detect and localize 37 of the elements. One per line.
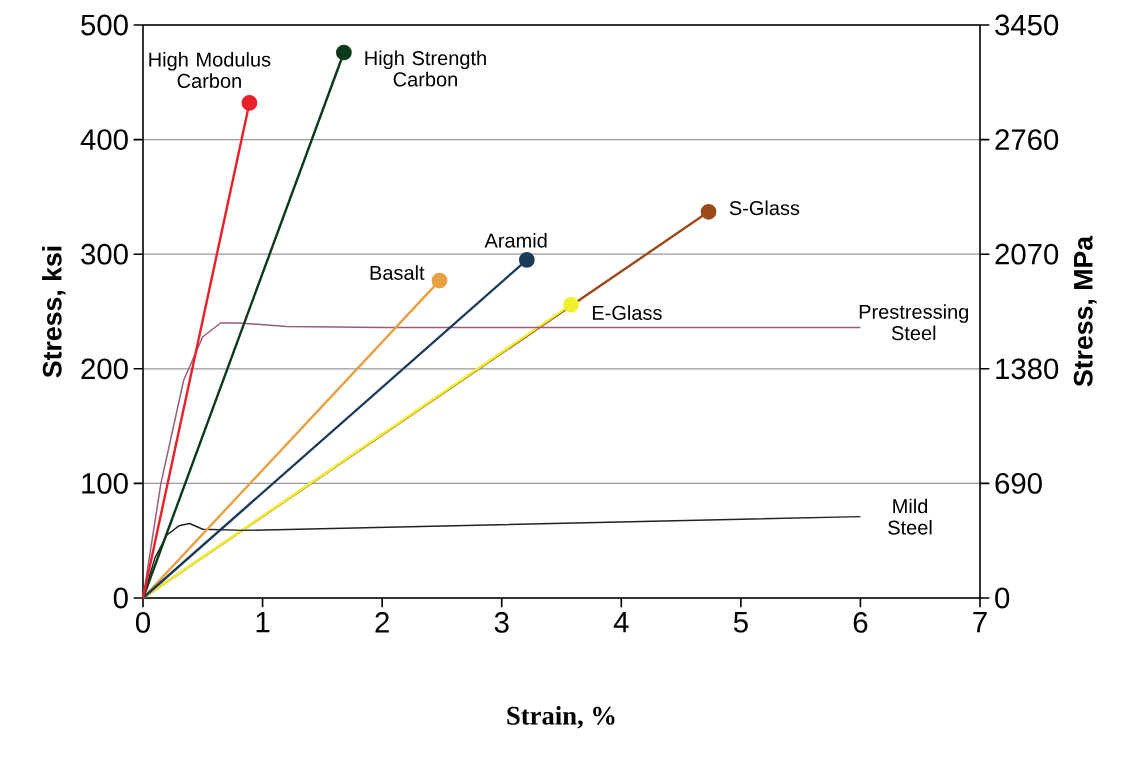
y-tick-label: 100 bbox=[82, 473, 128, 494]
y2-tick-label: 690 bbox=[995, 473, 1042, 494]
series-label: Mild Steel bbox=[888, 498, 932, 535]
y2-tick-label: 2070 bbox=[995, 243, 1059, 265]
y-tick-label: 0 bbox=[113, 587, 128, 609]
x-tick-label: 3 bbox=[494, 612, 509, 633]
x-tick-label: 0 bbox=[136, 612, 151, 633]
series-label: High Strength Carbon bbox=[365, 50, 486, 87]
x-tick-label: 2 bbox=[375, 612, 389, 633]
point bbox=[518, 252, 535, 268]
series-label: S-Glass bbox=[729, 200, 800, 216]
y-tick-label: 300 bbox=[81, 243, 128, 265]
y2-axis-title: Stress, MPa bbox=[1073, 235, 1097, 387]
y2-tick-label: 0 bbox=[995, 587, 1010, 609]
point bbox=[700, 203, 717, 220]
series-label: Prestressing Steel bbox=[859, 304, 969, 341]
series-label: Basalt bbox=[370, 265, 425, 280]
point bbox=[336, 44, 352, 61]
point bbox=[563, 296, 579, 313]
y-axis-title: Stress, ksi bbox=[42, 246, 66, 378]
series-label: High Modulus Carbon bbox=[149, 51, 271, 88]
y2-tick-label: 3450 bbox=[995, 14, 1059, 36]
series-label: E-Glass bbox=[592, 305, 662, 320]
x-tick-label: 7 bbox=[973, 612, 987, 633]
point bbox=[431, 272, 448, 289]
y-tick-label: 400 bbox=[80, 129, 128, 150]
series-label: Aramid bbox=[484, 232, 547, 248]
y-tick-label: 500 bbox=[81, 14, 128, 36]
x-axis-title: Strain, % bbox=[507, 705, 615, 729]
point bbox=[241, 95, 258, 111]
x-tick-label: 6 bbox=[853, 612, 868, 633]
y2-tick-label: 2760 bbox=[995, 129, 1059, 150]
x-tick-label: 4 bbox=[613, 612, 629, 633]
x-tick-label: 1 bbox=[256, 612, 270, 633]
y2-tick-label: 1380 bbox=[996, 358, 1059, 380]
x-tick-label: 5 bbox=[733, 612, 748, 633]
y-tick-label: 200 bbox=[81, 358, 128, 380]
